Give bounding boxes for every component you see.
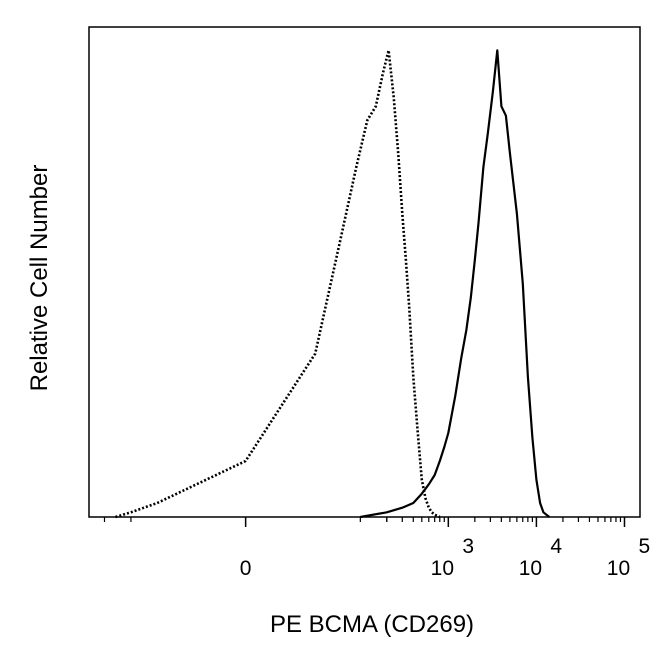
x-axis-minor-ticks bbox=[103, 517, 622, 522]
x-axis-title: PE BCMA (CD269) bbox=[270, 611, 474, 638]
x-tick-label: 0 bbox=[240, 557, 252, 580]
y-axis-title: Relative Cell Number bbox=[26, 165, 53, 392]
plot-frame bbox=[88, 26, 641, 518]
series-line-solid bbox=[360, 49, 550, 519]
x-axis-major-ticks bbox=[244, 517, 626, 527]
series-line-dotted bbox=[115, 49, 441, 519]
x-tick-label: 10 bbox=[519, 557, 542, 580]
x-tick-label: 10 bbox=[431, 557, 454, 580]
x-tick-label: 10 bbox=[607, 557, 630, 580]
x-tick-exponent: 5 bbox=[638, 535, 650, 558]
x-tick-exponent: 4 bbox=[550, 535, 562, 558]
x-axis-tick-labels: 0 10 3 10 4 10 5 bbox=[240, 535, 650, 580]
series-layer bbox=[115, 49, 550, 519]
x-tick-exponent: 3 bbox=[462, 535, 474, 558]
